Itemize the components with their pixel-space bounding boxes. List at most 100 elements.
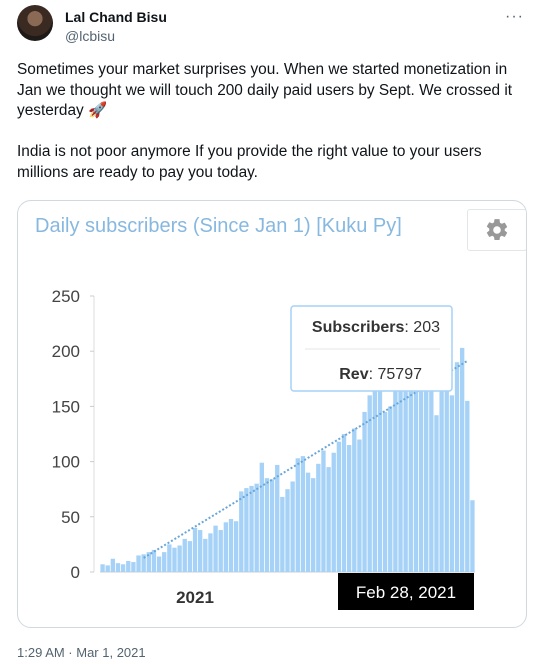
chart-bar[interactable] bbox=[172, 547, 177, 572]
y-tick-label: 150 bbox=[52, 397, 80, 416]
chart-bar[interactable] bbox=[459, 347, 465, 572]
chart-bar[interactable] bbox=[336, 441, 342, 572]
hover-date-label: Feb 28, 2021 bbox=[356, 583, 456, 602]
chart-bar[interactable] bbox=[454, 362, 460, 572]
chart-bar[interactable] bbox=[203, 538, 208, 572]
chart-bar[interactable] bbox=[213, 525, 218, 572]
tooltip-rev-label: Rev bbox=[339, 366, 368, 383]
chart-bar[interactable] bbox=[316, 463, 321, 572]
chart-bar[interactable] bbox=[126, 560, 131, 572]
chart-bar[interactable] bbox=[131, 562, 136, 572]
settings-button[interactable] bbox=[467, 209, 526, 251]
y-tick-label: 200 bbox=[52, 342, 80, 361]
chart-bar[interactable] bbox=[223, 522, 229, 572]
chart-bar[interactable] bbox=[362, 411, 367, 572]
chart-bar[interactable] bbox=[239, 491, 244, 572]
more-options-icon[interactable]: ··· bbox=[505, 8, 524, 25]
chart-bar[interactable] bbox=[146, 552, 151, 572]
chart-bar[interactable] bbox=[100, 564, 105, 572]
chart-bar[interactable] bbox=[233, 521, 239, 572]
chart-bar[interactable] bbox=[182, 538, 187, 572]
chart-bar[interactable] bbox=[449, 395, 455, 572]
chart-bar[interactable] bbox=[424, 340, 429, 572]
chart-bar[interactable] bbox=[105, 565, 110, 572]
chart-bar[interactable] bbox=[439, 373, 444, 572]
chart-bar[interactable] bbox=[249, 485, 254, 572]
chart-bar[interactable] bbox=[177, 545, 182, 573]
y-tick-label: 50 bbox=[61, 508, 80, 527]
chart-bar[interactable] bbox=[413, 345, 419, 572]
chart-bar[interactable] bbox=[382, 411, 388, 572]
chart-bar[interactable] bbox=[228, 519, 234, 572]
chart-bar[interactable] bbox=[398, 389, 403, 572]
chart-tooltip: Subscribers: 203 Rev: 75797 bbox=[290, 305, 453, 392]
tweet-paragraph-1: Sometimes your market surprises you. Whe… bbox=[17, 61, 513, 119]
chart-bar[interactable] bbox=[269, 479, 275, 572]
chart-bar[interactable] bbox=[393, 362, 398, 572]
chart-bar[interactable] bbox=[115, 563, 121, 572]
tweet-text: Sometimes your market surprises you. Whe… bbox=[17, 60, 532, 183]
chart-bar[interactable] bbox=[346, 445, 352, 572]
chart-bar[interactable] bbox=[275, 464, 280, 572]
chart-bar[interactable] bbox=[429, 351, 434, 572]
chart-bar[interactable] bbox=[326, 467, 331, 572]
chart-bar[interactable] bbox=[434, 415, 439, 572]
tooltip-subscribers-label: Subscribers bbox=[312, 319, 405, 336]
chart-bar[interactable] bbox=[377, 378, 383, 572]
chart-bar[interactable] bbox=[244, 488, 249, 572]
tweet-paragraph-2: India is not poor anymore If you provide… bbox=[17, 143, 482, 181]
chart-bar[interactable] bbox=[321, 450, 326, 572]
chart-bar[interactable] bbox=[167, 544, 172, 572]
chart-bar[interactable] bbox=[290, 481, 295, 572]
chart-bar[interactable] bbox=[352, 428, 357, 572]
chart-bar[interactable] bbox=[285, 489, 290, 572]
chart-bar[interactable] bbox=[192, 527, 198, 572]
chart-bar[interactable] bbox=[444, 356, 449, 572]
chart-bar[interactable] bbox=[254, 483, 259, 572]
chart-bar[interactable] bbox=[187, 541, 193, 572]
chart-bar[interactable] bbox=[141, 554, 146, 572]
chart-bar[interactable] bbox=[300, 456, 306, 572]
chart-bar[interactable] bbox=[367, 395, 372, 572]
chart-bar[interactable] bbox=[418, 345, 424, 572]
chart-bar[interactable] bbox=[295, 458, 300, 572]
tweet-timestamp[interactable]: 1:29 AM · Mar 1, 2021 bbox=[17, 645, 146, 660]
author-name[interactable]: Lal Chand Bisu bbox=[65, 9, 167, 25]
chart-bar[interactable] bbox=[218, 530, 223, 572]
svg-text:Rev: 75797: Rev: 75797 bbox=[339, 366, 422, 383]
chart-bar[interactable] bbox=[156, 556, 162, 572]
chart-bar[interactable] bbox=[162, 552, 167, 572]
chart-bar[interactable] bbox=[136, 555, 141, 572]
chart-bar[interactable] bbox=[357, 439, 362, 572]
chart-bar[interactable] bbox=[264, 478, 270, 572]
chart-bar[interactable] bbox=[372, 384, 377, 572]
chart-bar[interactable] bbox=[341, 434, 347, 572]
trend-line bbox=[143, 360, 468, 559]
chart-bar[interactable] bbox=[465, 400, 470, 572]
chart-bar[interactable] bbox=[198, 530, 203, 572]
x-tick-label: 2021 bbox=[176, 588, 214, 607]
y-tick-label: 0 bbox=[71, 563, 80, 582]
chart-bar[interactable] bbox=[408, 378, 413, 572]
chart-bar[interactable] bbox=[120, 564, 126, 572]
chart-bar[interactable] bbox=[151, 549, 157, 572]
avatar[interactable] bbox=[17, 5, 53, 41]
chart-bar[interactable] bbox=[331, 452, 336, 572]
tooltip-rev-value: : 75797 bbox=[369, 366, 422, 383]
chart-bar[interactable] bbox=[280, 496, 285, 572]
chart-bar[interactable] bbox=[403, 367, 408, 572]
chart-bar[interactable] bbox=[470, 500, 475, 572]
y-tick-label: 250 bbox=[52, 287, 80, 306]
chart-card[interactable]: Daily subscribers (Since Jan 1) [Kuku Py… bbox=[17, 200, 527, 628]
chart-bar[interactable] bbox=[110, 558, 116, 572]
chart-bar[interactable] bbox=[259, 462, 264, 572]
chart-bar[interactable] bbox=[305, 472, 311, 572]
hover-date-badge: Feb 28, 2021 bbox=[338, 573, 474, 610]
chart-bar[interactable] bbox=[388, 406, 393, 572]
chart-bar[interactable] bbox=[208, 533, 213, 572]
svg-text:Subscribers: 203: Subscribers: 203 bbox=[312, 319, 440, 336]
y-tick-label: 100 bbox=[52, 453, 80, 472]
author-handle[interactable]: @lcbisu bbox=[65, 28, 116, 44]
chart-bar[interactable] bbox=[311, 478, 316, 572]
chart-plot[interactable]: 0 50 100 150 200 250 2021 Subscribers: 203 Re… bbox=[18, 201, 526, 627]
